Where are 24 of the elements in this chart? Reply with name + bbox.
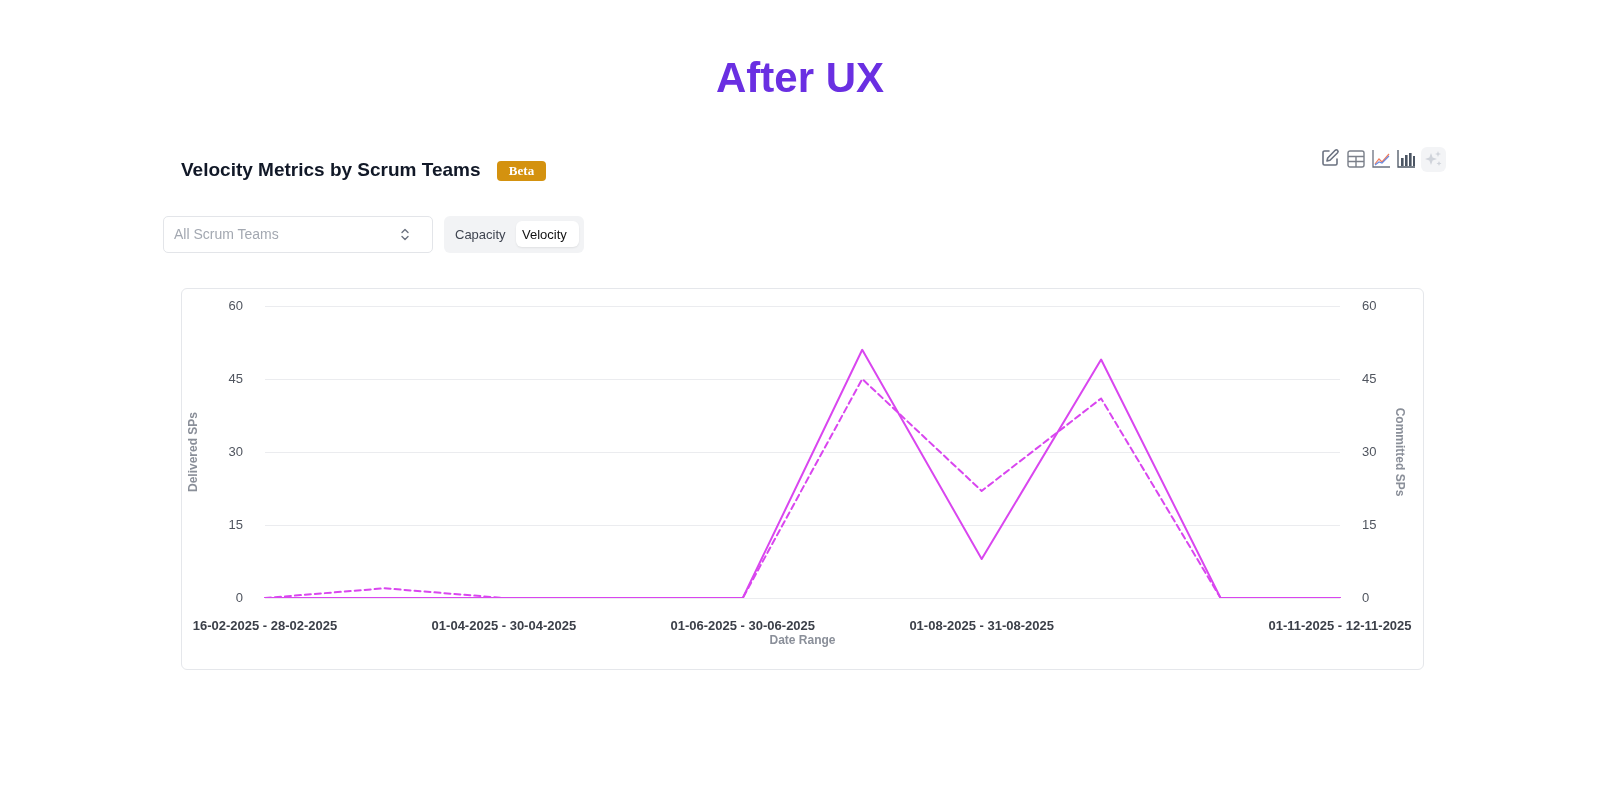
x-tick-label: 01-04-2025 - 30-04-2025 [431,618,577,634]
x-tick-label: 16-02-2025 - 28-02-2025 [192,618,338,634]
y-tick-label: 0 [235,589,243,605]
selected-option: Velocity [516,221,579,247]
y2-tick-label: 0 [1362,589,1370,605]
x-tick-label: 01-06-2025 - 30-06-2025 [670,618,816,634]
y2-tick-label: 15 [1362,516,1377,532]
y-tick-label: 60 [228,297,243,313]
x-axis-title: Date Range [769,633,836,648]
y2-tick-label: 45 [1362,370,1377,386]
y-tick-label: 45 [228,370,243,386]
segmented-control: Capacity Velocity [444,216,584,253]
y-axis-title: Delivered SPs [185,411,200,493]
chart-subtitle: Velocity Metrics by Scrum Teams [181,159,481,181]
x-tick-label: 01-08-2025 - 31-08-2025 [909,618,1054,634]
y-tick-label: 15 [228,516,243,532]
dropdown-field: All Scrum Teams [163,216,433,253]
y2-axis-title: Committed SPs [1393,407,1408,497]
badge: Beta [497,161,546,181]
y2-tick-label: 60 [1362,297,1377,313]
y2-tick-label: 30 [1362,443,1377,459]
chart-title: After UX [715,54,885,102]
x-tick-label: 01-11-2025 - 12-11-2025 [1268,618,1412,634]
y-tick-label: 30 [228,443,243,459]
